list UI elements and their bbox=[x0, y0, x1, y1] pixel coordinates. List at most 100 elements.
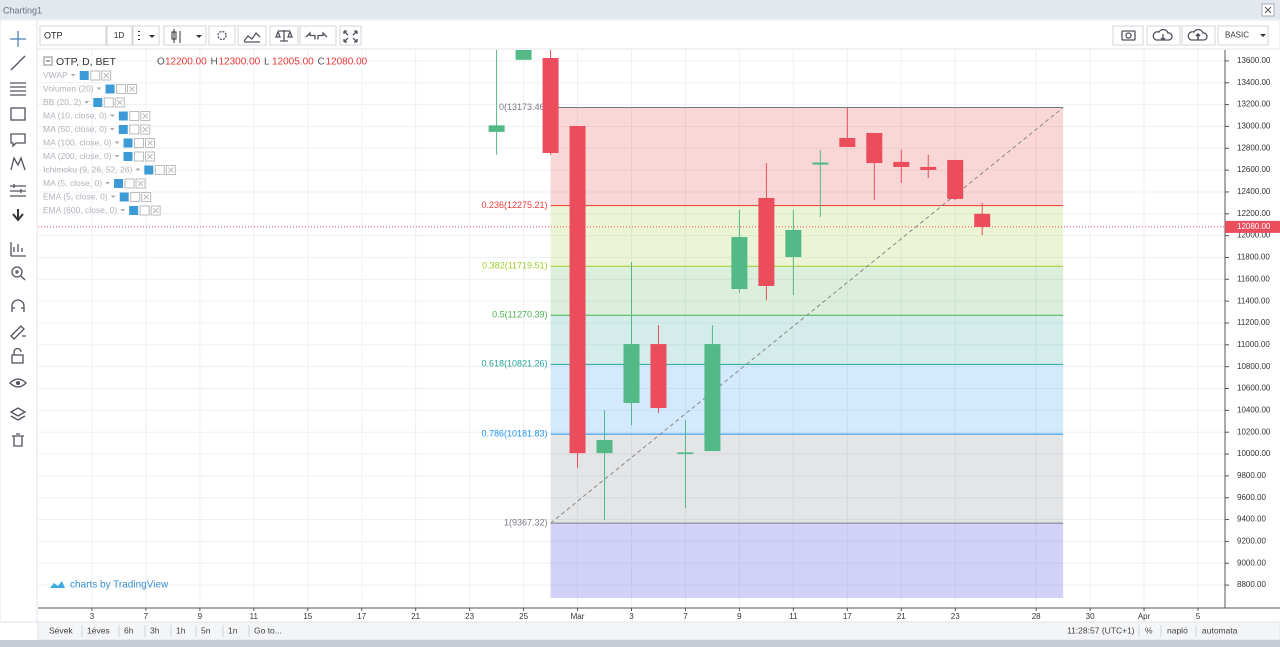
indicator-menu[interactable] bbox=[114, 155, 120, 158]
indicator-settings[interactable] bbox=[114, 179, 124, 188]
indicator-menu[interactable] bbox=[105, 182, 111, 185]
delete-tool[interactable] bbox=[12, 433, 24, 447]
trendline-tool[interactable] bbox=[10, 55, 26, 71]
mode-button[interactable] bbox=[1217, 25, 1269, 46]
indicator-menu[interactable] bbox=[135, 168, 141, 172]
snapshot-button[interactable] bbox=[1112, 25, 1144, 46]
lock-tool[interactable] bbox=[11, 354, 24, 364]
y-tick-label: 10600.00 bbox=[1237, 384, 1271, 393]
remove-icon bbox=[137, 180, 144, 187]
candle-body bbox=[920, 166, 937, 171]
indicator-settings[interactable] bbox=[79, 71, 89, 80]
y-tick-label: 9600.00 bbox=[1237, 493, 1266, 502]
indicator-label: MA (100, close, 0) bbox=[43, 137, 112, 147]
indicator-hide[interactable] bbox=[116, 84, 127, 94]
indicator-label: Volumen (20) bbox=[43, 83, 94, 93]
candle-body bbox=[731, 237, 748, 290]
interval-menu[interactable] bbox=[132, 25, 160, 46]
indicator-settings[interactable] bbox=[118, 111, 128, 121]
range-button[interactable]: 1éves bbox=[87, 625, 110, 635]
indicator-hide[interactable] bbox=[129, 124, 140, 135]
range-button[interactable]: Sévek bbox=[49, 625, 73, 635]
remove-icon bbox=[167, 167, 174, 173]
arrow-tool[interactable] bbox=[12, 209, 24, 222]
fib-trend-line bbox=[550, 107, 1064, 524]
settings-button[interactable] bbox=[208, 25, 236, 46]
indicator-menu[interactable] bbox=[84, 101, 90, 104]
y-tick-label: 10000.00 bbox=[1237, 449, 1271, 458]
indicator-settings[interactable] bbox=[118, 125, 128, 134]
indicator-hide[interactable] bbox=[103, 97, 114, 108]
cloud-up-arrow bbox=[1195, 32, 1201, 40]
fullscreen-button[interactable] bbox=[339, 25, 362, 46]
indicator-menu[interactable] bbox=[109, 128, 115, 131]
indicator-hide[interactable] bbox=[129, 111, 140, 121]
indicator-settings[interactable] bbox=[144, 165, 154, 175]
text-tool[interactable] bbox=[10, 133, 26, 148]
indicator-hide[interactable] bbox=[139, 205, 150, 216]
indicator-settings[interactable] bbox=[129, 206, 139, 215]
visibility-tool[interactable] bbox=[9, 378, 27, 388]
indicator-settings[interactable] bbox=[123, 138, 133, 148]
indicator-menu[interactable] bbox=[120, 209, 126, 212]
range-button[interactable]: 1h bbox=[176, 625, 186, 635]
indicator-label: MA (200, close, 0) bbox=[43, 151, 112, 161]
layers-tool[interactable] bbox=[9, 407, 27, 421]
symbol-input[interactable] bbox=[39, 25, 107, 46]
y-tick-label: 11200.00 bbox=[1237, 318, 1270, 327]
measure-tool[interactable] bbox=[10, 242, 26, 257]
grid bbox=[38, 50, 1225, 608]
range-button[interactable]: 5n bbox=[201, 625, 211, 635]
option-button[interactable]: automata bbox=[1202, 625, 1238, 635]
indicator-hide[interactable] bbox=[124, 178, 135, 189]
candle-icon-body bbox=[171, 31, 177, 40]
indicator-settings[interactable] bbox=[119, 192, 129, 202]
range-button[interactable]: 6h bbox=[124, 625, 134, 635]
x-tick-label: 15 bbox=[303, 612, 312, 621]
range-button[interactable]: 1n bbox=[228, 625, 238, 635]
indicator-hide[interactable] bbox=[130, 192, 141, 202]
crosshair-tool[interactable] bbox=[10, 31, 26, 47]
candle-body bbox=[947, 159, 964, 199]
indicator-menu[interactable] bbox=[114, 141, 120, 145]
shape-tool[interactable] bbox=[10, 107, 26, 121]
interval-button[interactable] bbox=[106, 25, 133, 46]
fib-tool[interactable] bbox=[10, 82, 26, 96]
indicator-hide[interactable] bbox=[134, 138, 145, 148]
option-button[interactable]: napló bbox=[1167, 625, 1188, 635]
indicator-settings[interactable] bbox=[93, 98, 103, 107]
range-button[interactable]: Go to... bbox=[254, 625, 282, 635]
y-tick-label: 12800.00 bbox=[1237, 143, 1271, 152]
range-button[interactable]: 3h bbox=[150, 625, 160, 635]
y-tick-label: 8800.00 bbox=[1237, 580, 1266, 589]
magnet-tool[interactable] bbox=[11, 299, 25, 312]
ohlc-key: C bbox=[318, 57, 325, 68]
indicator-settings[interactable] bbox=[123, 152, 133, 161]
y-tick-label: 11800.00 bbox=[1237, 253, 1270, 262]
indicator-settings[interactable] bbox=[105, 84, 115, 94]
indicator-menu[interactable] bbox=[96, 87, 102, 91]
indicator-hide[interactable] bbox=[90, 70, 101, 81]
fib-label: 0.382(11719.51) bbox=[482, 261, 547, 271]
candle-body bbox=[704, 344, 721, 452]
indicator-menu[interactable] bbox=[110, 195, 116, 199]
stay-drawing-tool[interactable] bbox=[10, 325, 26, 340]
indicator-hide[interactable] bbox=[134, 151, 145, 162]
indicator-menu[interactable] bbox=[109, 114, 115, 118]
gear-icon bbox=[217, 30, 227, 41]
indicator-label: EMA (5, close, 0) bbox=[43, 191, 108, 201]
zoom-tool[interactable] bbox=[11, 266, 23, 278]
indicator-label: BB (20, 2) bbox=[43, 97, 81, 107]
watermark[interactable]: charts by TradingView bbox=[70, 580, 169, 591]
indicator-menu[interactable] bbox=[70, 74, 76, 77]
prediction-tool[interactable] bbox=[10, 184, 26, 197]
clock: 11:28:57 (UTC+1) bbox=[1067, 625, 1135, 635]
x-tick-label: 3 bbox=[90, 612, 95, 621]
x-tick-label: 11 bbox=[250, 612, 259, 621]
x-tick-label: 9 bbox=[737, 612, 742, 621]
pattern-tool[interactable] bbox=[10, 156, 26, 171]
indicator-hide[interactable] bbox=[154, 165, 165, 175]
x-tick-label: 5 bbox=[1196, 612, 1201, 621]
option-button[interactable]: % bbox=[1145, 625, 1153, 635]
